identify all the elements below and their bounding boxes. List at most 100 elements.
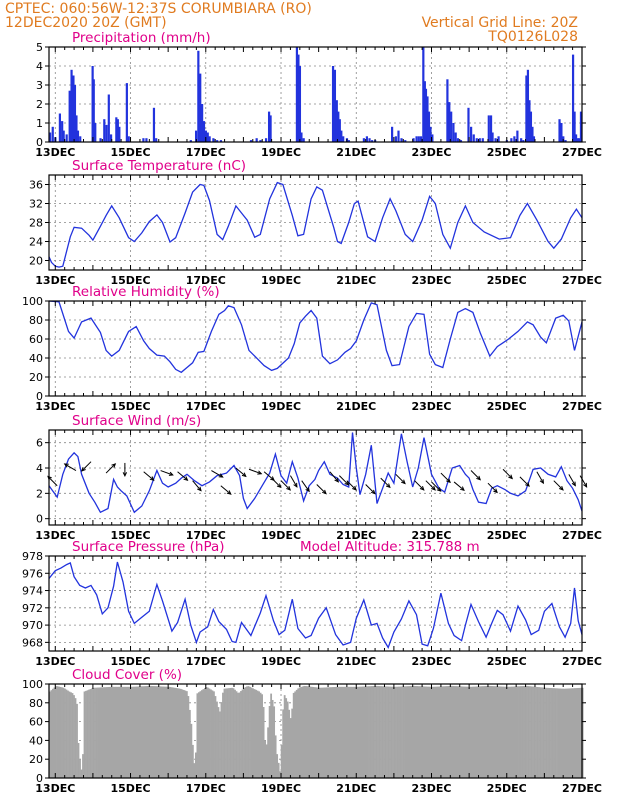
cloud-bar (444, 686, 447, 778)
cloud-bar (142, 686, 145, 778)
pressure-xtick-label: 17DEC (186, 655, 226, 668)
precip-bar (417, 136, 420, 142)
cloud-bar (253, 689, 256, 778)
cloud-bar (465, 686, 468, 778)
cloud-bar (526, 685, 528, 778)
cloud-bar (301, 686, 304, 778)
precip-bar (109, 134, 113, 142)
cloud-bar (286, 701, 289, 778)
cloud-bar (115, 686, 118, 778)
wind-vector-head (476, 475, 482, 481)
cloud-bar (244, 687, 247, 778)
cloud-bar (560, 688, 563, 778)
wind-vector-head (446, 478, 451, 484)
cloud-bar (91, 688, 93, 778)
cloud-bar (363, 686, 366, 778)
precip-bar (429, 126, 432, 142)
precip-bar (489, 115, 493, 142)
temperature-ytick-label: 20 (29, 255, 43, 268)
cloud-bar (175, 688, 178, 778)
cloud-bar (345, 686, 348, 778)
precip-bar (560, 123, 563, 142)
cloud-bar (79, 759, 81, 778)
precip-bar (456, 138, 460, 142)
precip-bar (103, 119, 106, 142)
precip-bar (424, 88, 428, 142)
header-location: CPTEC: 060:56W-12:37S CORUMBIARA (RO) (5, 1, 312, 17)
cloud-bar (50, 690, 53, 778)
precip-ytick-label: 1 (36, 117, 43, 130)
precip-bar (475, 138, 478, 142)
pressure-ytick-label: 978 (22, 550, 43, 563)
cloud-bar (146, 686, 149, 778)
cloud-bar (577, 687, 580, 778)
cloud-bar (184, 690, 187, 778)
wind-vector-head (436, 487, 442, 492)
cloud-bar (207, 687, 209, 778)
wind-vector-head (493, 488, 498, 494)
cloud-bar (58, 686, 60, 778)
cloud-bar (193, 763, 196, 778)
precip-bar (249, 140, 253, 142)
cloud-bar (507, 686, 510, 778)
cloud-bar (98, 687, 101, 778)
cloud-bar (392, 686, 394, 778)
cloud-bar (307, 686, 310, 778)
wind-vector (380, 477, 391, 488)
cloud-bar (339, 686, 342, 778)
cloud-ytick-label: 100 (22, 678, 43, 691)
wind-vector-head (571, 481, 576, 487)
precip-bar (116, 119, 119, 142)
cloud-bar (255, 689, 257, 778)
cloud-bar (289, 718, 292, 778)
cloud-bar (313, 687, 316, 778)
cloud-bar (545, 687, 548, 778)
wind-xtick-label: 15DEC (111, 529, 151, 542)
cloud-bar (140, 686, 143, 778)
cloud-bar (509, 686, 512, 778)
wind-xtick-label: 21DEC (336, 529, 376, 542)
cloud-bar (154, 686, 157, 778)
cloud-bar (228, 688, 230, 778)
wind-vector (289, 475, 298, 488)
cloud-bar (80, 769, 83, 778)
temperature-xtick-label: 17DEC (186, 274, 226, 287)
pressure-ytick-label: 972 (22, 602, 43, 615)
cloud-bar (312, 686, 315, 778)
cloud-bar (423, 686, 426, 778)
wind-title: Surface Wind (m/s) (72, 413, 201, 429)
precip-bar (331, 66, 335, 142)
cloud-bar (541, 687, 543, 778)
precip-bar (264, 138, 268, 142)
cloud-bar (315, 687, 318, 778)
wind-vector-head (218, 473, 224, 478)
precip-bar (564, 140, 567, 142)
cloud-bar (330, 687, 333, 778)
cloud-bar (61, 687, 63, 778)
precip-bar (99, 138, 102, 142)
wind-ytick-label: 0 (36, 513, 43, 526)
cloud-xtick-label: 21DEC (336, 782, 376, 795)
precip-bar (448, 102, 451, 142)
cloud-xtick-label: 15DEC (111, 782, 151, 795)
precip-bar (497, 136, 500, 142)
cloud-bar (52, 688, 54, 778)
cloud-bar (53, 687, 56, 778)
precip-bar (49, 132, 52, 142)
wind-vector-head (539, 479, 544, 485)
cloud-bar (166, 686, 169, 778)
humidity-ytick-label: 60 (29, 333, 43, 346)
cloud-bar (182, 690, 185, 778)
cloud-bar (59, 686, 62, 778)
cloud-bar (327, 687, 330, 778)
wind-vector-head (122, 472, 128, 478)
cloud-bar (501, 686, 504, 778)
cloud-bar (103, 687, 105, 778)
cloud-bar (366, 686, 369, 778)
precip-bar (91, 66, 94, 142)
cloud-bar (116, 686, 119, 778)
temperature-ytick-label: 24 (29, 236, 43, 249)
cloud-bar (420, 686, 423, 778)
cloud-bar (434, 686, 437, 778)
cloud-bar (565, 688, 567, 778)
